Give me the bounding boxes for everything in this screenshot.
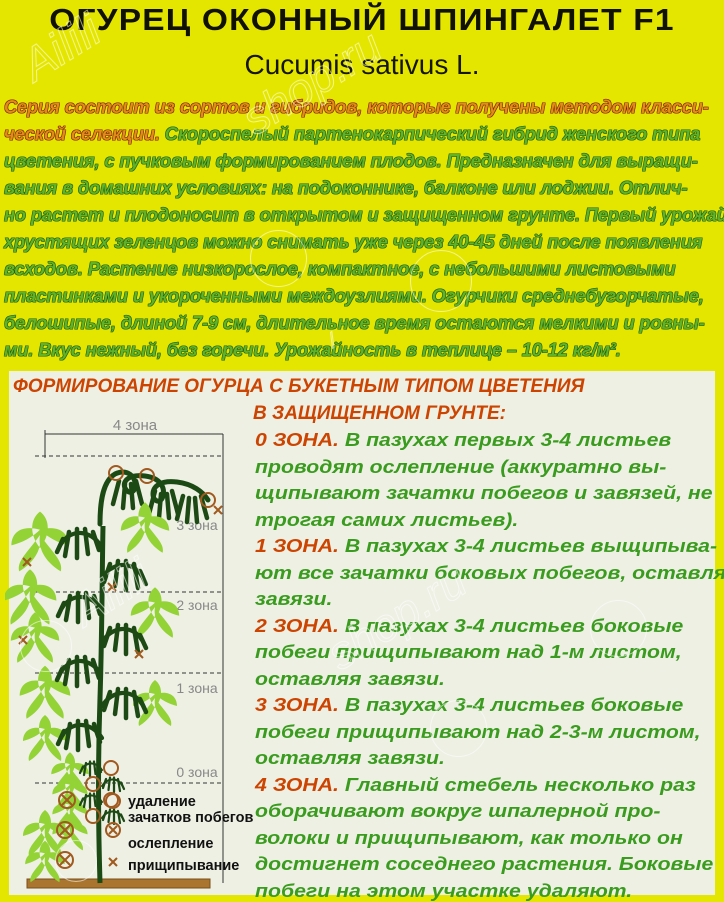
svg-text:1 зона: 1 зона bbox=[176, 680, 217, 696]
svg-text:4 зона: 4 зона bbox=[113, 418, 158, 434]
svg-text:2 зона: 2 зона bbox=[176, 597, 217, 613]
svg-text:0 зона: 0 зона bbox=[176, 764, 217, 780]
